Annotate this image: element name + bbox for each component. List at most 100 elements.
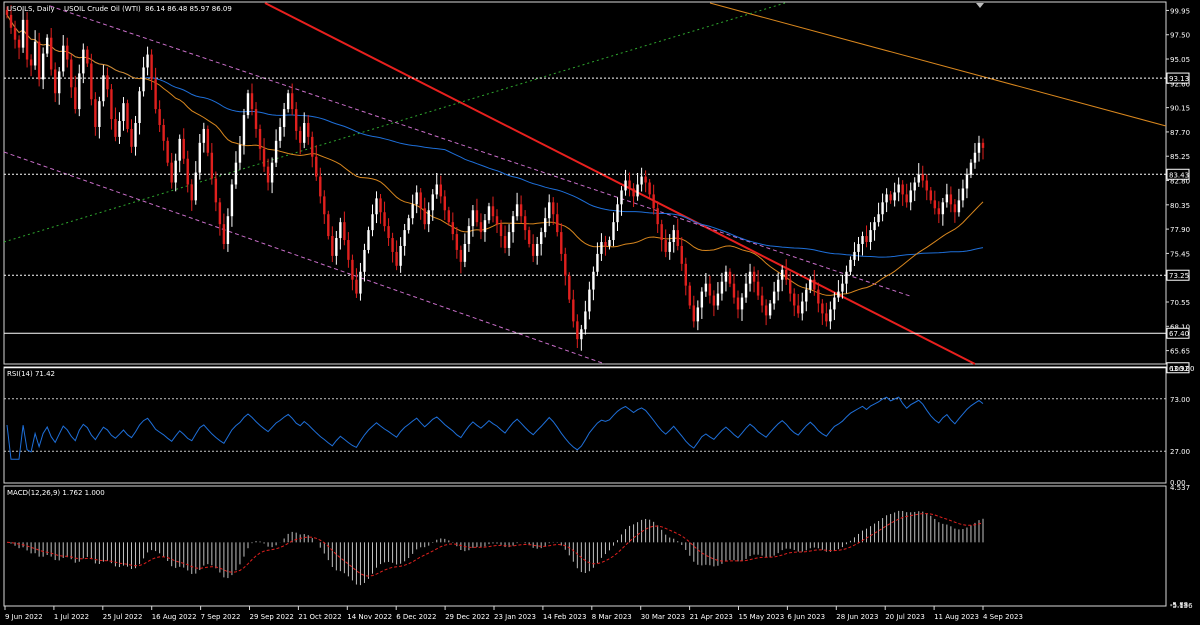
macd-title: MACD(12,26,9) 1.762 1.000 [7, 489, 105, 497]
candle-body [829, 309, 832, 322]
candle-body [230, 184, 234, 217]
candle-body [41, 53, 45, 80]
level-tag-label: 83.43 [1169, 171, 1189, 179]
time-tick-label: 14 Feb 2023 [543, 613, 587, 621]
trendline-layer [3, 2, 1167, 365]
candle-body [527, 230, 531, 244]
candle-body [463, 243, 467, 262]
candle-body [66, 45, 69, 60]
candle-body [716, 293, 720, 306]
candle-body [274, 140, 278, 163]
candle-body [813, 279, 816, 290]
rsi-tick-label: 73.00 [1170, 396, 1190, 404]
candle-body [688, 285, 692, 306]
candle-body [608, 240, 611, 246]
level-tag-box [1166, 269, 1190, 281]
candle-body [202, 128, 206, 143]
candle-body [519, 204, 523, 217]
candle-body [282, 109, 286, 127]
time-tick-label: 15 May 2023 [739, 613, 785, 621]
candle-body [937, 208, 941, 215]
candle-body [49, 37, 53, 70]
moving-averages [6, 14, 984, 296]
candle-body [728, 271, 732, 284]
moving-average-short [6, 14, 984, 296]
candle-body [917, 174, 920, 183]
price-axis: 99.95 97.50 95.05 92.60 90.15 87.70 85.25 82.80… [1166, 7, 1190, 356]
candle-body [294, 109, 298, 131]
candle-body [913, 182, 916, 191]
candle-body [704, 283, 708, 292]
candle-body [708, 283, 712, 296]
candle-body [676, 230, 679, 246]
candle-body [588, 289, 591, 312]
price-tick-label: 92.60 [1170, 80, 1190, 88]
candle-body [817, 289, 820, 304]
candle-body [226, 216, 230, 244]
candle-body [29, 59, 33, 66]
candle-body [724, 271, 728, 282]
candle-body [290, 93, 294, 110]
time-tick-label: 7 Sep 2022 [201, 613, 241, 621]
time-tick-label: 9 Jun 2022 [5, 613, 43, 621]
candle-body [491, 206, 495, 217]
price-tick-label: 90.15 [1170, 105, 1190, 113]
level-tags: 93.13 83.43 73.25 67.40 63.92 [1166, 72, 1190, 374]
rsi-panel[interactable] [3, 366, 1167, 484]
candle-body [596, 253, 599, 272]
candle-body [568, 275, 571, 300]
macd-panel[interactable] [3, 485, 1167, 607]
candle-body [423, 208, 426, 225]
candle-body [628, 180, 631, 189]
candle-body [323, 196, 326, 215]
candle-body [752, 271, 756, 282]
candle-body [692, 305, 696, 322]
candle-body [154, 79, 157, 110]
candle-body [624, 180, 627, 191]
candle-body [21, 19, 25, 48]
candle-body [222, 224, 226, 244]
long-term-resistance-line[interactable] [709, 2, 1167, 127]
candle-body [415, 192, 418, 205]
price-tick-label: 70.55 [1170, 299, 1190, 307]
candle-body [495, 216, 499, 225]
time-tick-label: 30 Mar 2023 [641, 613, 685, 621]
candle-body [604, 242, 607, 246]
candle-body [94, 99, 97, 127]
uptrend-dotted-line[interactable] [3, 2, 786, 243]
candle-body [13, 27, 17, 40]
candle-body [772, 291, 776, 304]
channel-upper-line[interactable] [49, 5, 911, 297]
major-downtrend-line[interactable] [264, 2, 976, 365]
candle-body [403, 230, 406, 246]
candle-body [560, 232, 563, 254]
candle-body [254, 109, 258, 129]
chart-shift-marker-icon[interactable] [976, 3, 984, 8]
candle-body [86, 49, 89, 64]
candle-body [182, 138, 185, 159]
candle-body [17, 39, 21, 48]
candle-body [238, 144, 242, 163]
candle-body [178, 138, 181, 161]
candle-body [636, 184, 639, 197]
time-tick-label: 6 Dec 2022 [396, 613, 436, 621]
candle-body [250, 93, 254, 110]
candle-body [515, 204, 519, 217]
candle-body [539, 232, 543, 244]
candle-body [764, 305, 768, 316]
candle-body [776, 279, 780, 292]
candle-body [957, 200, 961, 213]
price-panel[interactable] [3, 1, 1167, 365]
candle-body [748, 271, 752, 284]
candle-body [431, 194, 434, 211]
rsi-line [6, 396, 984, 460]
candle-body [327, 214, 330, 237]
candle-body [857, 243, 860, 252]
candle-body [110, 89, 113, 120]
time-tick-label: 29 Sep 2022 [250, 613, 294, 621]
moving-average-long [6, 14, 984, 258]
channel-lower-line[interactable] [3, 151, 606, 365]
level-tag-box [1166, 168, 1190, 180]
candle-body [793, 293, 796, 306]
